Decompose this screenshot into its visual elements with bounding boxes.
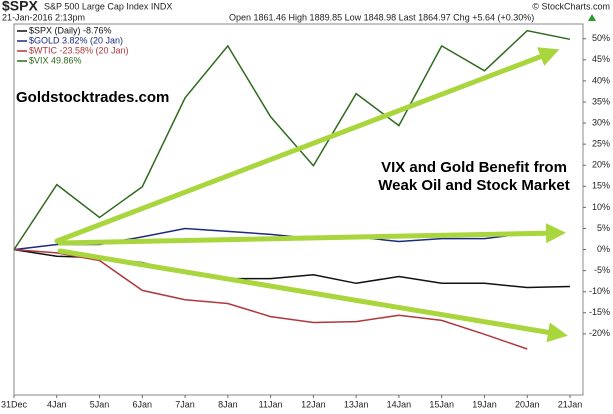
x-tick-label: 21Jan — [558, 399, 583, 409]
x-tick-label: 4Jan — [47, 399, 67, 409]
x-tick-label: 7Jan — [175, 399, 195, 409]
series-line — [13, 248, 528, 350]
annotation: Weak Oil and Stock Market — [378, 177, 569, 194]
series-line — [13, 29, 571, 251]
plot-area — [13, 23, 584, 396]
up-icon — [588, 14, 596, 21]
x-tick-label: 13Jan — [344, 399, 369, 409]
watermark: Goldstocktrades.com — [16, 89, 169, 106]
y-tick-label: -10% — [589, 286, 610, 296]
x-tick-label: 19Jan — [472, 399, 497, 409]
x-tick-label: 31Dec — [1, 399, 28, 409]
y-tick-label: 35% — [592, 96, 610, 106]
source: © StockCharts.com — [532, 1, 610, 11]
x-tick-label: 8Jan — [218, 399, 238, 409]
y-tick-label: 10% — [592, 202, 610, 212]
x-tick-label: 12Jan — [301, 399, 326, 409]
trend-arrow — [57, 248, 568, 343]
y-tick-label: 20% — [592, 160, 610, 170]
x-tick-label: 5Jan — [90, 399, 110, 409]
chart-date: 21-Jan-2016 2:13pm — [2, 12, 85, 22]
y-tick-label: -20% — [589, 328, 610, 338]
annotation: VIX and Gold Benefit from — [381, 159, 567, 176]
y-tick-label: -15% — [589, 307, 610, 317]
legend-label: $SPX (Daily) -8.76% — [29, 25, 112, 35]
y-tick-label: -5% — [594, 265, 610, 275]
legend-label: $WTIC -23.58% (20 Jan) — [29, 45, 129, 55]
y-tick-label: 50% — [592, 33, 610, 43]
y-tick-label: 40% — [592, 75, 610, 85]
y-tick-label: 30% — [592, 117, 610, 127]
y-tick-label: 5% — [597, 223, 610, 233]
chart-title: $SPX — [2, 0, 38, 14]
y-tick-label: 25% — [592, 139, 610, 149]
chart-subtitle: S&P 500 Large Cap Index INDX — [44, 1, 172, 11]
x-tick-label: 14Jan — [387, 399, 412, 409]
y-tick-label: 15% — [592, 181, 610, 191]
x-tick-label: 6Jan — [133, 399, 153, 409]
legend-label: $GOLD 3.82% (20 Jan) — [29, 35, 123, 45]
trend-arrow — [54, 47, 560, 244]
x-tick-label: 15Jan — [429, 399, 454, 409]
y-tick-label: 0% — [597, 244, 610, 254]
x-tick-label: 11Jan — [259, 399, 283, 409]
y-tick-label: 45% — [592, 54, 610, 64]
x-tick-label: 20Jan — [515, 399, 540, 409]
trend-arrow — [57, 223, 566, 246]
legend-label: $VIX 49.86% — [29, 55, 82, 65]
quote: Open 1861.46 High 1889.85 Low 1848.98 La… — [229, 12, 534, 22]
